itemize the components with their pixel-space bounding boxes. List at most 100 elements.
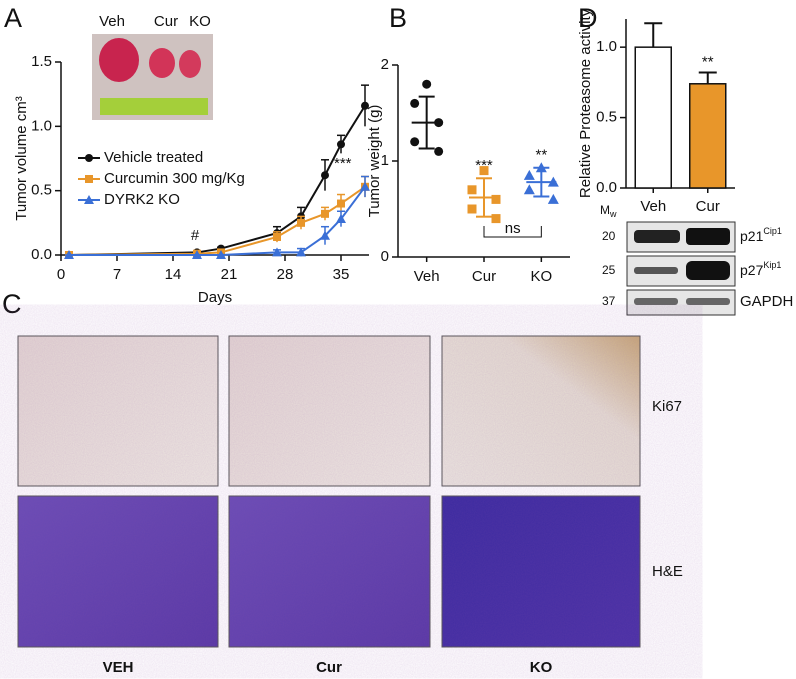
marker bbox=[192, 250, 202, 259]
y-tick-label: 1.5 bbox=[31, 53, 52, 70]
histology: Ki67 H&E VEH Cur KO bbox=[17, 335, 683, 676]
y-tick-label: 1 bbox=[381, 152, 389, 169]
inset-label: Cur bbox=[154, 13, 178, 30]
marker bbox=[320, 230, 330, 240]
bar bbox=[689, 83, 727, 189]
legend-marker bbox=[85, 154, 93, 162]
y-tick-label: 0.0 bbox=[596, 179, 617, 196]
y-axis-label: Relative Proteasome activity bbox=[577, 8, 594, 198]
inset-label: KO bbox=[189, 13, 211, 30]
marker bbox=[360, 181, 370, 191]
band-sup: Cip1 bbox=[763, 226, 782, 236]
panel-letter: B bbox=[389, 3, 407, 33]
x-tick-label: 28 bbox=[277, 266, 294, 283]
marker bbox=[272, 247, 282, 257]
x-tick-label: KO bbox=[530, 268, 552, 285]
legend-marker bbox=[84, 195, 94, 204]
legend-label: DYRK2 KO bbox=[104, 191, 180, 208]
y-tick-label: 0.5 bbox=[31, 182, 52, 199]
band-sup: Kip1 bbox=[763, 260, 781, 270]
y-axis-label: Tumor weight (g) bbox=[366, 105, 383, 218]
row-label: Ki67 bbox=[652, 398, 682, 415]
legend-label: Vehicle treated bbox=[104, 149, 203, 166]
tumor bbox=[149, 48, 175, 78]
legend-marker bbox=[85, 175, 93, 183]
mw-label: Mw bbox=[600, 203, 617, 219]
marker bbox=[523, 169, 535, 180]
band-label: p21Cip1 bbox=[740, 226, 782, 243]
mw-marker: 20 bbox=[602, 229, 616, 243]
panel-letter: A bbox=[4, 3, 22, 33]
annotation: ** bbox=[702, 53, 714, 70]
marker bbox=[410, 98, 420, 108]
marker bbox=[296, 247, 306, 257]
western-blot: Mw 20 25 37 p21Cip1 p27Kip1 GAPDH bbox=[600, 203, 793, 316]
marker bbox=[337, 199, 345, 208]
marker bbox=[479, 166, 489, 176]
x-tick-label: 7 bbox=[113, 266, 121, 283]
y-tick-label: 2 bbox=[381, 56, 389, 73]
marker bbox=[273, 232, 281, 241]
panel-letters: A B C D bbox=[2, 3, 598, 319]
marker bbox=[361, 101, 369, 110]
marker bbox=[216, 250, 226, 259]
x-axis-label: Days bbox=[198, 289, 232, 306]
bar bbox=[634, 46, 672, 189]
band-name: p21 bbox=[740, 228, 764, 244]
tumor-photo: Veh Cur KO bbox=[90, 13, 215, 122]
band bbox=[634, 267, 678, 274]
texture bbox=[18, 336, 640, 647]
band-label: GAPDH bbox=[740, 293, 793, 310]
inset-label: Veh bbox=[99, 13, 125, 30]
x-tick-label: 14 bbox=[165, 266, 182, 283]
y-tick-label: 0.5 bbox=[596, 109, 617, 126]
marker bbox=[337, 140, 345, 149]
band-name: p27 bbox=[740, 262, 764, 278]
marker bbox=[297, 218, 305, 227]
panel-letter: C bbox=[2, 289, 22, 319]
marker bbox=[410, 137, 420, 147]
marker bbox=[547, 193, 559, 204]
marker bbox=[467, 204, 477, 214]
marker bbox=[523, 184, 535, 195]
x-tick-label: Veh bbox=[640, 198, 666, 215]
x-tick-label: 35 bbox=[333, 266, 350, 283]
marker bbox=[321, 171, 329, 180]
band bbox=[634, 298, 678, 305]
marker bbox=[467, 185, 477, 195]
panel-letter: D bbox=[578, 3, 598, 33]
ns-bracket bbox=[483, 226, 542, 238]
marker bbox=[321, 209, 329, 218]
annotation: *** bbox=[334, 155, 352, 172]
marker bbox=[64, 250, 74, 259]
band bbox=[686, 261, 730, 280]
marker bbox=[434, 146, 444, 156]
annotation: *** bbox=[475, 157, 493, 174]
y-tick-label: 1.0 bbox=[596, 38, 617, 55]
x-tick-label: Cur bbox=[696, 198, 720, 215]
mw-marker: 37 bbox=[602, 294, 616, 308]
y-tick-label: 0 bbox=[381, 248, 389, 265]
column-label: Cur bbox=[316, 659, 342, 676]
y-axis-label: Tumor volume cm³ bbox=[13, 96, 30, 220]
mw-sub: w bbox=[609, 209, 617, 219]
marker bbox=[422, 79, 432, 89]
column-label: KO bbox=[530, 659, 553, 676]
row-label: H&E bbox=[652, 563, 683, 580]
column-label: VEH bbox=[103, 659, 134, 676]
annotation: # bbox=[191, 227, 200, 244]
ruler bbox=[100, 98, 208, 115]
mw-marker: 25 bbox=[602, 263, 616, 277]
annotation: ** bbox=[535, 147, 547, 164]
y-tick-label: 1.0 bbox=[31, 117, 52, 134]
marker bbox=[336, 213, 346, 223]
x-tick-label: Veh bbox=[414, 268, 440, 285]
marker bbox=[491, 194, 501, 204]
x-tick-label: 21 bbox=[221, 266, 238, 283]
mw-text: M bbox=[600, 203, 610, 217]
band bbox=[634, 230, 680, 243]
band-label: p27Kip1 bbox=[740, 260, 781, 277]
tumor bbox=[179, 50, 201, 78]
